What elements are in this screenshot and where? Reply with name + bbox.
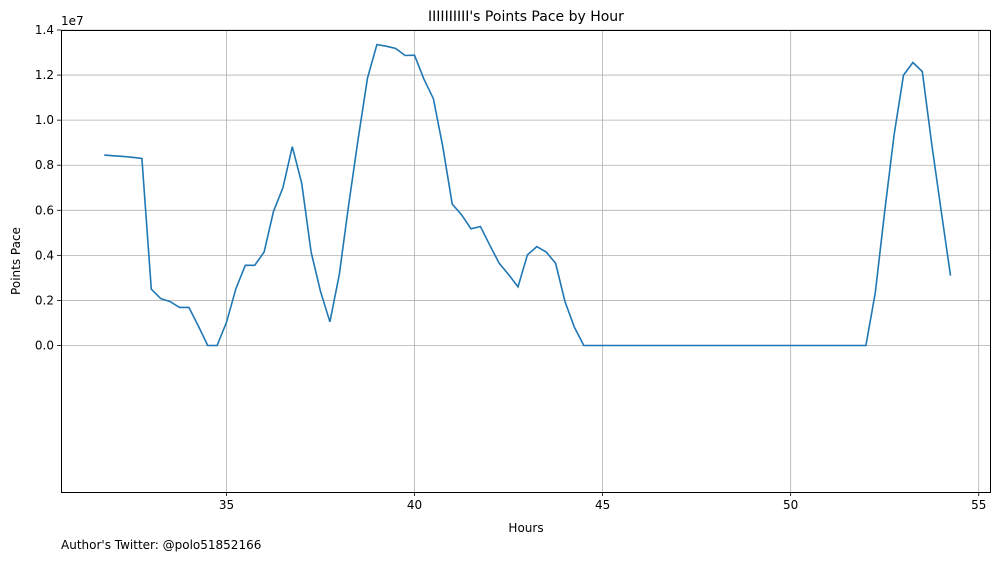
y-offset-label: 1e7 (61, 14, 84, 28)
chart-title: IIIIIIIIII's Points Pace by Hour (428, 9, 624, 25)
y-axis-ticks: 0.0 0.2 0.4 0.6 0.8 1.0 1.2 1.4 (35, 23, 61, 353)
x-tick-label: 40 (407, 498, 422, 512)
plot-frame (61, 30, 991, 493)
x-axis-ticks: 35 40 45 50 55 (219, 492, 986, 512)
series-line (104, 43, 952, 347)
y-tick-label: 0.4 (35, 248, 54, 262)
x-axis-label: Hours (508, 521, 543, 535)
y-tick-label: 0.8 (35, 158, 54, 172)
y-tick-label: 1.4 (35, 23, 54, 37)
y-tick-label: 1.0 (35, 113, 54, 127)
y-tick-label: 1.2 (35, 68, 54, 82)
y-axis-label: Points Pace (9, 227, 23, 295)
y-tick-label: 0.2 (35, 293, 54, 307)
x-tick-label: 35 (219, 498, 234, 512)
author-credit: Author's Twitter: @polo51852166 (61, 538, 262, 552)
y-tick-label: 0.0 (35, 339, 54, 353)
x-tick-label: 45 (595, 498, 610, 512)
x-tick-label: 50 (783, 498, 798, 512)
y-tick-label: 0.6 (35, 203, 54, 217)
x-tick-label: 55 (971, 498, 986, 512)
